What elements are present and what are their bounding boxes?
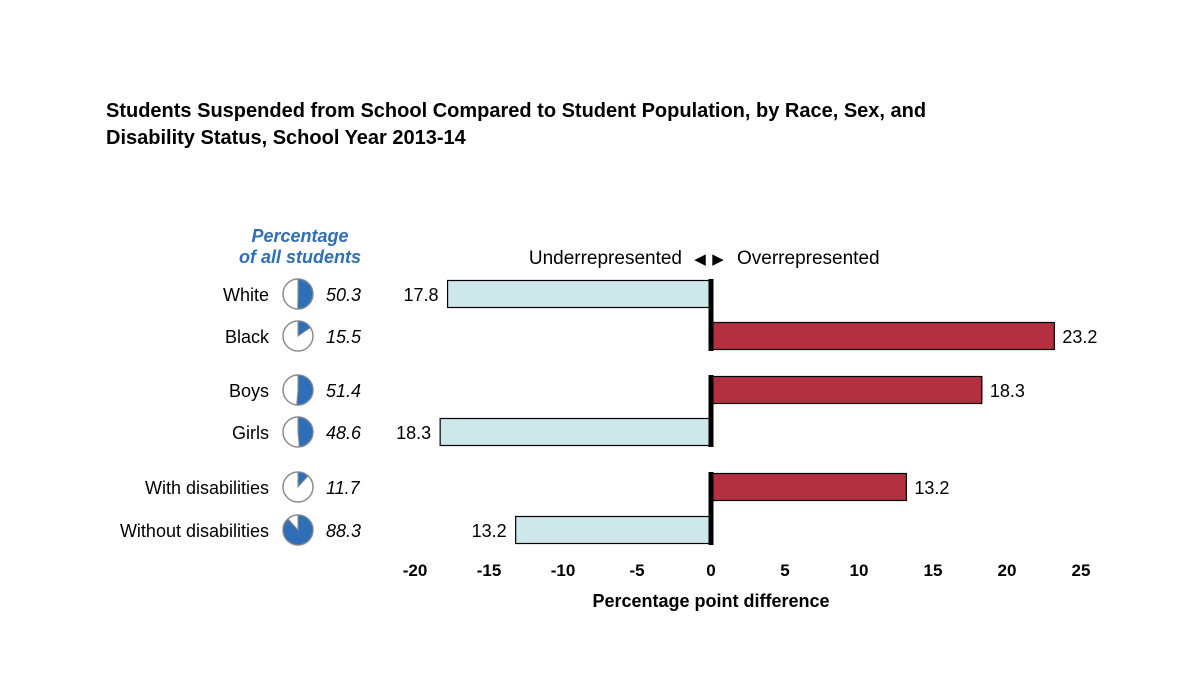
- bar-value-label: 18.3: [396, 423, 431, 443]
- pie-header-line: Percentage: [251, 226, 348, 246]
- direction-label: Underrepresented ◀ ▶ Overrepresented: [529, 248, 880, 269]
- bar-value-label: 13.2: [914, 478, 949, 498]
- population-pie: [282, 514, 314, 546]
- category-label: With disabilities: [145, 478, 269, 498]
- population-value: 50.3: [326, 285, 361, 305]
- category-label: Girls: [232, 423, 269, 443]
- pie-slice: [282, 514, 314, 546]
- bar-value-label: 13.2: [472, 521, 507, 541]
- bar-value-label: 18.3: [990, 381, 1025, 401]
- population-value: 15.5: [326, 327, 362, 347]
- overrepresented-label: Overrepresented: [737, 248, 880, 269]
- bar: [446, 279, 712, 309]
- x-tick-label: -5: [629, 561, 644, 580]
- population-pie: [282, 471, 314, 503]
- category-label: Boys: [229, 381, 269, 401]
- bar: [710, 472, 907, 502]
- bar: [710, 321, 1055, 351]
- row-black: Black 15.5 23.2: [225, 320, 1097, 352]
- pie-slice: [297, 320, 312, 337]
- population-value: 11.7: [326, 478, 361, 498]
- x-axis: -20 -15 -10 -5 0 5 10 15 20 25 Percentage point di…: [403, 561, 1091, 611]
- zero-line: [708, 472, 714, 545]
- pie-header-line: of all students: [239, 247, 361, 267]
- population-value: 48.6: [326, 423, 362, 443]
- pie-slice: [296, 374, 314, 406]
- right-arrow-icon: ▶: [712, 251, 724, 268]
- x-tick-label: 10: [850, 561, 869, 580]
- x-tick-label: -20: [403, 561, 428, 580]
- bar-value-label: 23.2: [1062, 327, 1097, 347]
- x-tick-label: -15: [477, 561, 502, 580]
- zero-line: [708, 279, 714, 351]
- pie-slice: [297, 278, 314, 310]
- pie-slice: [297, 471, 309, 489]
- zero-line: [708, 375, 714, 447]
- pie-slice: [297, 416, 314, 448]
- bar: [710, 375, 983, 405]
- row-with-disabilities: With disabilities 11.7 13.2: [145, 471, 949, 503]
- x-tick-label: 25: [1072, 561, 1091, 580]
- x-tick-label: 15: [924, 561, 943, 580]
- row-white: White 50.3 17.8: [223, 278, 712, 310]
- bar: [515, 515, 712, 545]
- category-label: Black: [225, 327, 270, 347]
- row-girls: Girls 48.6 18.3: [232, 416, 712, 448]
- category-label: Without disabilities: [120, 521, 269, 541]
- row-boys: Boys 51.4 18.3: [229, 374, 1025, 406]
- x-axis-title: Percentage point difference: [592, 591, 829, 611]
- left-arrow-icon: ◀: [694, 251, 706, 268]
- x-tick-label: 20: [998, 561, 1017, 580]
- bar: [439, 417, 712, 447]
- x-tick-label: 0: [706, 561, 715, 580]
- bar-value-label: 17.8: [404, 285, 439, 305]
- population-pie: [282, 278, 314, 310]
- population-pie: [282, 416, 314, 448]
- underrepresented-label: Underrepresented: [529, 248, 682, 269]
- row-without-disabilities: Without disabilities 88.3 13.2: [120, 514, 712, 546]
- chart-title: Students Suspended from School Compared …: [106, 100, 927, 149]
- x-tick-label: -10: [551, 561, 576, 580]
- category-label: White: [223, 285, 269, 305]
- x-tick-label: 5: [780, 561, 789, 580]
- population-pie: [282, 320, 314, 352]
- population-value: 88.3: [326, 521, 361, 541]
- population-pie: [282, 374, 314, 406]
- population-value: 51.4: [326, 381, 361, 401]
